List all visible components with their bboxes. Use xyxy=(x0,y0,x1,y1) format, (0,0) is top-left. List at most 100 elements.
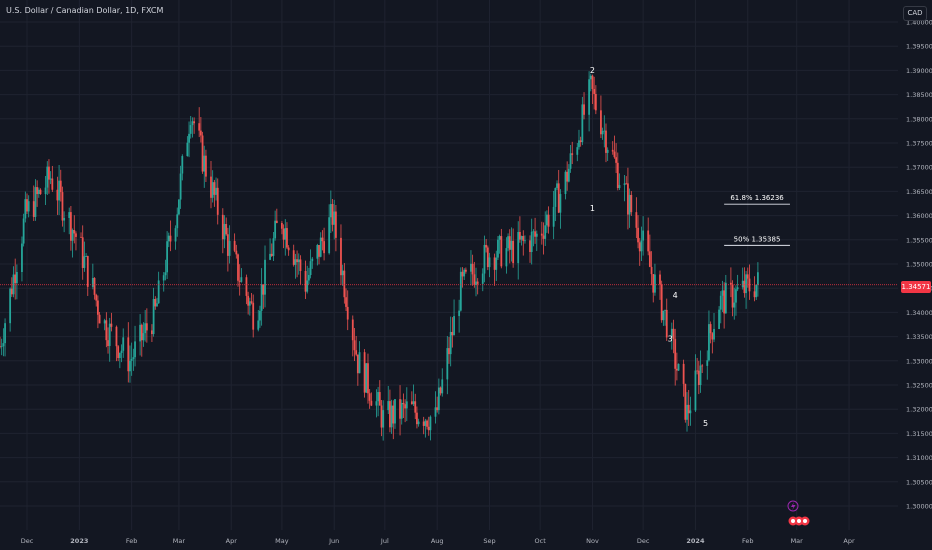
candle-body xyxy=(115,326,118,347)
price-axis[interactable]: 1.40000 1.39500 1.39000 1.38500 1.38000 1.375… xyxy=(906,19,932,511)
candle-body xyxy=(250,301,253,303)
candle-body xyxy=(144,323,147,334)
candle-body xyxy=(446,348,449,380)
candle-body xyxy=(637,227,639,243)
candle-body xyxy=(674,338,677,369)
candle-body xyxy=(426,420,428,427)
candle-body xyxy=(405,401,408,409)
candle-body xyxy=(753,291,756,298)
candle-body xyxy=(32,201,35,217)
candle-body xyxy=(93,277,96,295)
candle-body xyxy=(48,166,50,180)
candlesticks xyxy=(0,71,759,441)
candle-body xyxy=(493,257,496,270)
candle-body xyxy=(736,287,739,290)
current-price-badge: 1.34571 xyxy=(901,281,931,293)
candle-body xyxy=(746,274,749,279)
candle-body xyxy=(191,121,194,126)
candle-body xyxy=(193,121,196,124)
candle-body xyxy=(390,405,393,428)
candle-body xyxy=(591,75,594,90)
candle-body xyxy=(274,220,277,239)
candle-body xyxy=(49,178,52,180)
candle-body xyxy=(237,254,239,281)
price-tick-label: 1.30000 xyxy=(906,503,932,511)
candle-body xyxy=(238,280,241,282)
grid-lines xyxy=(0,0,898,530)
candle-body xyxy=(464,269,467,272)
price-tick-label: 1.31500 xyxy=(906,430,932,438)
candle-body xyxy=(340,237,342,276)
candle-body xyxy=(105,320,108,341)
candle-body xyxy=(103,320,106,324)
time-tick-label: Sep xyxy=(483,537,495,545)
candle-body xyxy=(540,233,543,236)
candle-body xyxy=(571,153,574,155)
candle-body xyxy=(729,282,732,285)
candle-body xyxy=(61,192,64,221)
candle-body xyxy=(343,270,346,298)
candle-body xyxy=(0,346,1,348)
candle-body xyxy=(557,183,560,213)
candle-body xyxy=(706,360,709,366)
candle-body xyxy=(402,402,405,405)
candle-body xyxy=(579,140,582,143)
candle-body xyxy=(186,142,189,157)
candle-body xyxy=(650,266,653,275)
lightning-icon xyxy=(787,500,799,512)
price-tick-label: 1.40000 xyxy=(906,19,932,27)
candle-body xyxy=(628,194,631,215)
candle-body xyxy=(476,281,479,284)
candle-body xyxy=(14,274,17,284)
candle-body xyxy=(37,189,40,195)
candle-body xyxy=(272,238,275,256)
candle-body xyxy=(91,277,94,287)
candle-body xyxy=(226,234,229,256)
candle-body xyxy=(213,182,216,195)
candle-body xyxy=(593,89,596,94)
candle-body xyxy=(556,183,558,189)
candle-body xyxy=(611,149,614,152)
candle-body xyxy=(304,270,307,292)
candle-body xyxy=(120,350,123,353)
candle-body xyxy=(51,178,54,190)
candle-body xyxy=(329,204,332,218)
candle-body xyxy=(75,233,77,237)
candle-body xyxy=(672,328,675,339)
candle-body xyxy=(453,316,455,336)
candle-body xyxy=(578,140,580,148)
wave-label: 2 xyxy=(590,66,595,75)
candle-body xyxy=(500,236,503,267)
candle-body xyxy=(659,274,661,285)
candle-body xyxy=(375,401,378,406)
candle-body xyxy=(696,370,699,372)
currency-button[interactable]: CAD xyxy=(903,6,927,21)
price-tick-label: 1.33000 xyxy=(906,357,932,365)
time-axis[interactable]: Dec 2023 Feb Mar Apr May Jun Jul Aug Sep Oct Nov Dec… xyxy=(21,537,855,545)
candle-body xyxy=(422,421,425,426)
candle-body xyxy=(451,331,454,336)
candle-body xyxy=(662,310,665,321)
symbol-title[interactable]: U.S. Dollar / Canadian Dollar, 1D, FXCM xyxy=(6,6,164,15)
candle-body xyxy=(748,278,751,292)
candle-body xyxy=(260,284,263,311)
candle-body xyxy=(59,180,62,193)
candle-body xyxy=(275,220,278,223)
candle-body xyxy=(660,284,663,321)
candle-body xyxy=(164,272,167,276)
candle-body xyxy=(68,212,71,218)
candle-body xyxy=(205,155,207,177)
candle-body xyxy=(400,402,403,419)
candle-body xyxy=(623,183,626,186)
candle-body xyxy=(139,324,142,342)
candle-body xyxy=(694,370,697,411)
candle-body xyxy=(353,340,356,351)
candle-body xyxy=(701,365,704,367)
candle-body xyxy=(635,212,638,228)
candle-body xyxy=(318,245,320,257)
candle-body xyxy=(225,223,228,235)
candle-body xyxy=(530,231,533,252)
candle-body xyxy=(485,244,488,248)
time-tick-label: Feb xyxy=(126,537,138,545)
